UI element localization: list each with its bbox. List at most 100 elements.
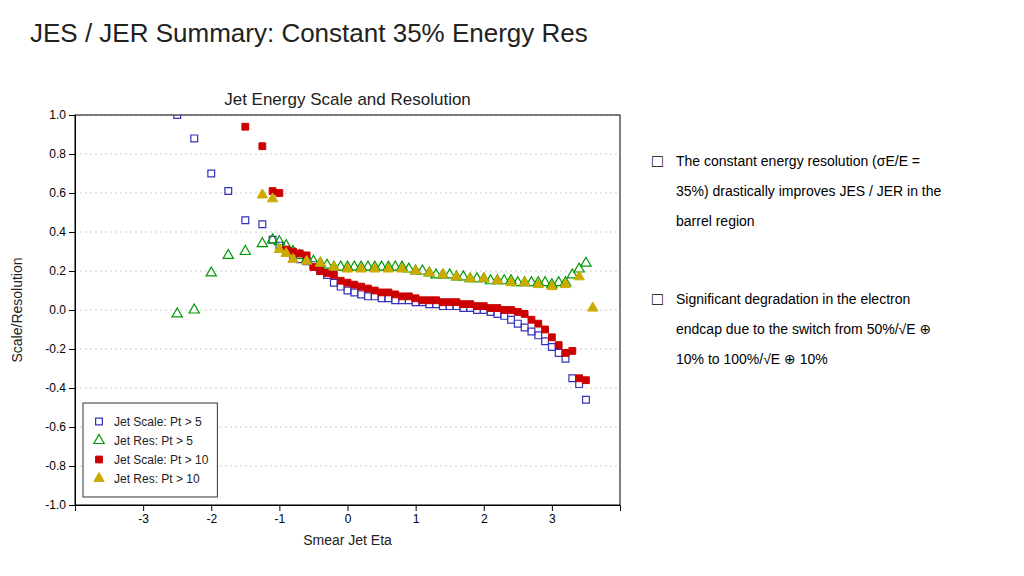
y-tick-label: 0.4 [49,225,66,239]
data-point [542,326,549,333]
legend-symbol [94,435,104,444]
data-point [274,244,284,253]
data-point [330,272,337,279]
x-tick: 1 [413,505,420,526]
data-point [257,189,267,198]
data-point [547,281,557,290]
y-grid-line [75,310,620,311]
y-tick-label: 0.2 [49,264,66,278]
data-point [508,307,515,314]
x-axis-title: Smear Jet Eta [303,532,392,548]
data-point [535,320,542,327]
x-tick-label: -2 [206,512,217,526]
data-point [492,275,502,284]
data-point [548,344,555,351]
y-tick-mark [69,466,75,467]
x-tick-mark [416,505,417,511]
data-point [296,250,303,257]
data-point [480,303,487,310]
data-point [206,267,216,276]
data-point [301,255,311,264]
annotation-text: endcap due to the switch from 50%/√E ⊕ [676,321,931,337]
data-point [356,263,366,272]
data-point [576,375,583,382]
legend-symbol [96,456,103,463]
x-tick: 2 [481,505,488,526]
data-point [519,277,529,286]
x-tick-label: 2 [481,512,488,526]
data-point [330,279,337,286]
data-point [521,324,528,331]
data-point [329,261,339,270]
data-point [438,269,448,278]
data-point [479,273,489,282]
x-tick: 3 [549,505,556,526]
data-point [508,316,515,323]
data-point [501,307,508,314]
y-tick: -0.8 [45,459,75,473]
y-tick-mark [69,427,75,428]
annotation-text: barrel region [676,213,755,229]
series-points [242,123,589,383]
data-point [474,303,481,310]
data-point [506,277,516,286]
y-tick: 0.6 [49,186,75,200]
data-point [378,289,385,296]
data-point [225,188,232,195]
x-tick-mark [211,505,212,511]
x-tick-label: 1 [413,512,420,526]
data-point [439,299,446,306]
data-point [424,267,434,276]
y-grid-line [75,232,620,233]
data-point [479,273,489,282]
y-tick: 0.0 [49,303,75,317]
y-tick: 0.4 [49,225,75,239]
x-axis: -3 -2 -1 0 1 2 3 [76,505,621,526]
data-point [358,283,365,290]
data-point [581,257,591,266]
y-tick-label: -0.4 [45,381,66,395]
y-tick-mark [69,232,75,233]
data-point [487,305,494,312]
x-tick: -3 [138,505,149,526]
data-point [317,268,324,275]
data-point [257,238,267,247]
y-tick-label: -0.6 [45,420,66,434]
y-tick: -0.6 [45,420,75,434]
x-axis-line [76,506,621,512]
data-point [467,301,474,308]
data-point [267,193,277,202]
data-point [562,350,569,357]
x-tick-mark [348,505,349,511]
data-point [174,115,181,118]
data-point [433,297,440,304]
y-tick-label: 0.0 [49,303,66,317]
grid [75,115,620,505]
data-point [351,289,358,296]
x-tick-mark [143,505,144,511]
y-tick-mark [69,193,75,194]
data-point [446,299,453,306]
y-tick-mark [69,271,75,272]
x-tick-label: 0 [345,512,352,526]
legend-symbol [96,418,103,425]
x-tick-label: -3 [138,512,149,526]
data-point [451,271,461,280]
data-point [259,143,266,150]
data-point [344,279,351,286]
x-tick-label: -1 [275,512,286,526]
series-points [172,234,591,317]
data-point [405,293,412,300]
data-point [315,257,325,266]
data-point [317,268,324,275]
data-point [569,375,576,382]
plot-background [75,115,620,505]
data-point [533,279,543,288]
y-grid-line [75,349,620,350]
data-point [542,338,549,345]
legend-label: Jet Scale: Pt > 10 [114,453,209,467]
data-point [172,308,182,317]
y-tick: 0.2 [49,264,75,278]
data-point [548,334,555,341]
y-tick: 0.8 [49,147,75,161]
